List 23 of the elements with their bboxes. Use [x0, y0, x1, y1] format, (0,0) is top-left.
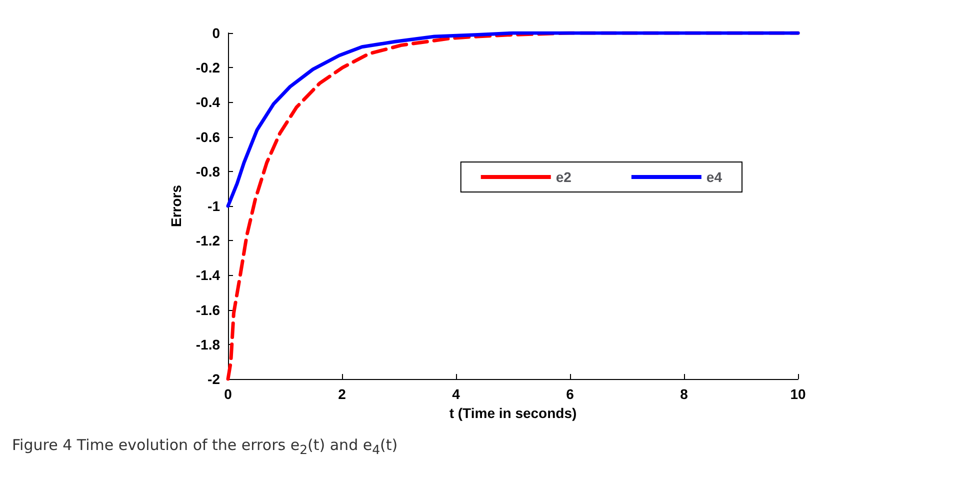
x-axis-title: t (Time in seconds) — [449, 404, 577, 421]
y-tick-label: -0.8 — [196, 163, 220, 180]
x-tick-label: 8 — [680, 386, 688, 402]
line-series — [226, 31, 800, 208]
legend-label: e2 — [556, 169, 572, 185]
y-tick-label: 0 — [212, 25, 220, 41]
y-axis-title: Errors — [168, 184, 184, 228]
x-tick-label: 4 — [452, 386, 460, 402]
x-tick-label: 2 — [338, 386, 346, 402]
y-tick-label: -1 — [208, 198, 220, 214]
y-tick-label: -1.4 — [196, 267, 220, 284]
y-tick-label: -1.6 — [196, 302, 220, 318]
x-tick-label: 0 — [224, 386, 232, 402]
y-tick-label: -1.8 — [196, 336, 220, 352]
y-tick-label: -0.2 — [196, 60, 220, 76]
x-tick-label: 10 — [790, 386, 806, 402]
y-tick-label: -0.6 — [196, 128, 220, 145]
legend-label: e4 — [706, 169, 722, 185]
y-tick-label: -1.2 — [196, 232, 220, 249]
y-tick-label: -2 — [208, 371, 220, 387]
x-tick-label: 6 — [566, 386, 574, 402]
y-tick-label: -0.4 — [196, 94, 220, 110]
caption: Figure 4 Time evolution of the errors e$_{2}$(t) and e$_{4}$(t) — [12, 436, 398, 457]
